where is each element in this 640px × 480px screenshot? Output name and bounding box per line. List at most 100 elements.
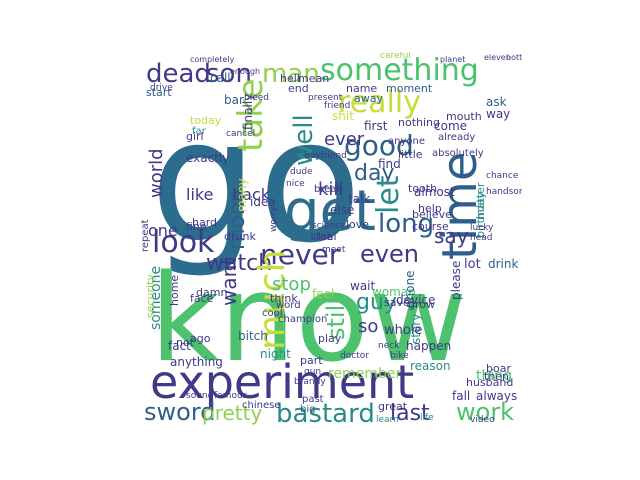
word-cool: cool bbox=[262, 308, 283, 319]
word-matter: matter bbox=[474, 182, 487, 220]
word-steal: steal bbox=[310, 230, 337, 243]
word-idea: idea bbox=[250, 195, 276, 209]
word-watch: watch bbox=[206, 251, 272, 276]
word-phone: phone bbox=[403, 270, 417, 308]
word-famous: famous bbox=[214, 391, 248, 401]
word-anything: anything bbox=[170, 355, 223, 369]
word-well: well bbox=[289, 114, 319, 166]
word-worry: worry bbox=[269, 206, 279, 232]
word-know: know bbox=[150, 250, 467, 389]
word-something: something bbox=[320, 53, 479, 88]
word-completely: completely bbox=[190, 55, 235, 64]
word-son: son bbox=[206, 59, 252, 89]
word-gun: gun bbox=[304, 367, 321, 377]
word-girl: girl bbox=[186, 130, 204, 143]
word-bullet: bullet bbox=[524, 53, 547, 62]
word-away: away bbox=[354, 92, 383, 105]
word-love: love bbox=[346, 218, 369, 231]
word-kill: kill bbox=[318, 179, 343, 200]
word-break: break bbox=[314, 184, 343, 195]
word-nice: nice bbox=[286, 179, 305, 189]
word-man: man bbox=[262, 59, 320, 89]
word-ask: ask bbox=[486, 95, 507, 109]
word-bleed: bleed bbox=[244, 93, 269, 103]
word-ago: ago bbox=[190, 332, 211, 345]
word-word: word bbox=[276, 300, 301, 311]
word-woman: woman bbox=[372, 285, 416, 299]
word-think: think bbox=[270, 292, 298, 305]
word-come: come bbox=[434, 119, 467, 133]
word-happen: happen bbox=[406, 339, 451, 353]
word-say: say bbox=[434, 224, 469, 248]
word-long: long bbox=[378, 209, 434, 239]
word-wait: wait bbox=[350, 279, 376, 293]
word-handsome: handsome bbox=[486, 187, 534, 197]
word-last: last bbox=[390, 401, 430, 426]
word-start: start bbox=[146, 86, 172, 99]
word-drink: drink bbox=[488, 257, 518, 271]
word-drunk: drunk bbox=[224, 230, 256, 243]
word-shit: shit bbox=[332, 109, 354, 123]
word-far: far bbox=[192, 126, 207, 137]
word-go: go bbox=[150, 83, 362, 281]
word-life: life bbox=[420, 413, 434, 423]
word-eleven: eleven bbox=[484, 53, 511, 62]
word-lab: lab bbox=[318, 232, 333, 243]
word-chinese: chinese bbox=[242, 400, 280, 411]
word-experiment: experiment bbox=[150, 355, 414, 409]
word-time: time bbox=[432, 152, 488, 260]
word-neck: neck bbox=[378, 341, 400, 351]
word-bottle: bottle bbox=[506, 53, 529, 62]
word-big: big bbox=[300, 404, 315, 415]
word-back: back bbox=[232, 185, 271, 204]
word-fine: fine bbox=[186, 220, 207, 233]
word-head: head bbox=[470, 233, 492, 243]
word-talk: talk bbox=[348, 192, 370, 206]
word-hard: hard bbox=[192, 216, 217, 229]
word-present: present bbox=[308, 93, 343, 103]
word-guy: guy bbox=[356, 290, 397, 315]
word-dead: dead bbox=[146, 59, 211, 89]
word-want: want bbox=[217, 257, 241, 306]
word-security: security bbox=[144, 274, 157, 318]
word-home: home bbox=[168, 275, 181, 306]
word-mom: mom bbox=[225, 194, 250, 250]
word-help: help bbox=[418, 202, 442, 215]
word-husband: husband bbox=[466, 376, 513, 389]
word-planet: planet bbox=[440, 55, 465, 64]
word-great: great bbox=[378, 400, 408, 413]
word-device: device bbox=[396, 293, 435, 307]
word-thing: thing bbox=[476, 368, 512, 384]
word-really: really bbox=[338, 85, 421, 120]
word-first: first bbox=[364, 119, 388, 133]
word-grow: grow bbox=[408, 298, 435, 311]
word-bar: bar bbox=[224, 93, 244, 107]
word-so: so bbox=[358, 316, 378, 337]
word-hell: hell bbox=[280, 72, 300, 85]
word-day: day bbox=[354, 161, 394, 186]
word-end: end bbox=[288, 82, 309, 95]
word-still: still bbox=[322, 298, 350, 340]
word-drive: drive bbox=[150, 83, 173, 93]
word-good: good bbox=[344, 129, 414, 162]
word-many: many bbox=[235, 178, 249, 212]
word-mean: mean bbox=[298, 72, 329, 85]
word-doctor: doctor bbox=[340, 351, 369, 361]
word-sound: sound bbox=[186, 391, 213, 401]
word-finally: finally bbox=[241, 94, 255, 130]
word-call: call bbox=[210, 71, 231, 85]
word-past: past bbox=[302, 394, 324, 405]
word-careful: careful bbox=[380, 51, 411, 61]
word-boyfriend: boyfriend bbox=[304, 151, 347, 161]
word-bitch: bitch bbox=[238, 329, 268, 343]
word-face: face bbox=[190, 292, 214, 305]
word-already: already bbox=[438, 132, 475, 143]
word-damn: damn bbox=[196, 286, 227, 299]
word-then: then bbox=[484, 370, 509, 383]
word-nothing: nothing bbox=[398, 116, 440, 129]
word-work: work bbox=[456, 398, 514, 426]
word-mouth: mouth bbox=[446, 110, 482, 123]
word-bike: bike bbox=[390, 351, 409, 361]
word-world: world bbox=[146, 148, 167, 198]
